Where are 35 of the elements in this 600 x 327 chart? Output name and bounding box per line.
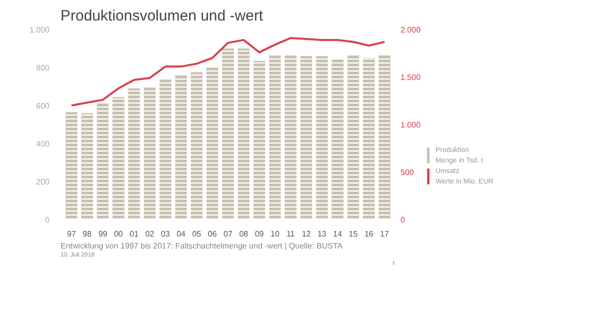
- x-tick-label: 10: [270, 230, 280, 238]
- x-tick-label: 05: [192, 230, 202, 238]
- y-tick-label: 0: [45, 216, 50, 224]
- y-tick-label: 1.000: [29, 26, 50, 34]
- x-tick-label: 98: [82, 230, 92, 238]
- y2-tick-label: 2.000: [400, 26, 422, 34]
- x-tick-label: 00: [114, 230, 124, 238]
- x-tick-label: 07: [224, 230, 233, 238]
- x-tick-label: 08: [239, 230, 249, 238]
- chart-title: Produktionsvolumen und -wert: [60, 8, 264, 24]
- y-tick-label: 200: [36, 178, 50, 186]
- x-tick-label: 04: [176, 230, 186, 238]
- y2-tick-label: 1.000: [400, 120, 422, 130]
- x-tick-label: 16: [364, 230, 374, 238]
- x-tick-label: 17: [380, 230, 390, 238]
- x-tick-label: 13: [317, 230, 327, 238]
- y2-tick-label: 0: [400, 216, 406, 224]
- x-tick-label: 11: [286, 230, 296, 238]
- line-series: [70, 37, 386, 106]
- y-tick-label: 600: [36, 102, 50, 110]
- y-tick-label: 400: [36, 140, 50, 148]
- x-tick-label: 99: [98, 230, 108, 238]
- x-tick-label: 02: [145, 230, 155, 238]
- x-tick-label: 03: [160, 230, 170, 238]
- x-tick-label: 97: [67, 230, 76, 238]
- y-tick-label: 800: [36, 64, 50, 72]
- x-tick-label: 12: [302, 230, 312, 238]
- x-tick-label: 14: [333, 230, 343, 238]
- x-tick-label: 06: [208, 230, 218, 238]
- y2-tick-label: 500: [400, 168, 414, 177]
- x-tick-label: 15: [348, 230, 358, 238]
- x-tick-label: 01: [130, 230, 140, 238]
- text: Entwicklung von 1997 bis 2017: Faltschachtelmenge und -wert | Quelle: BUSTA: [60, 242, 344, 250]
- y2-tick-label: 1.500: [400, 73, 422, 82]
- x-tick-label: 09: [254, 230, 264, 238]
